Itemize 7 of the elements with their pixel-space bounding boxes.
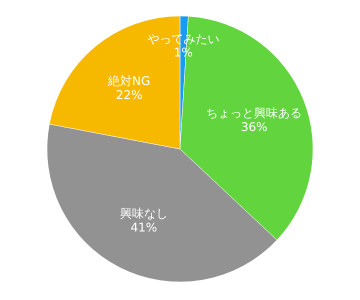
data-label: 1% [174, 46, 193, 60]
data-label: 41% [130, 220, 158, 234]
slice-label: 絶対NG [106, 74, 150, 88]
slice-label: 興味なし [120, 206, 168, 221]
data-label: 22% [116, 88, 142, 102]
data-label: 36% [240, 120, 268, 134]
slice-label: ちょっと興味ある [206, 106, 302, 120]
